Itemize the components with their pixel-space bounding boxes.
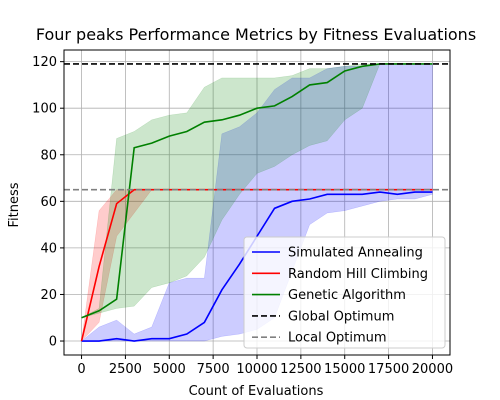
x-tick-label-5: 12500 [280, 362, 321, 377]
legend-label-0: Simulated Annealing [288, 246, 423, 261]
y-tick-label-4: 80 [40, 148, 57, 163]
x-tick-label-0: 0 [77, 362, 85, 377]
y-axis-label: Fitness [7, 182, 22, 227]
plot-area: 0 2500 5000 7500 10000 12500 15000 17500 20000 0 2… [32, 49, 453, 377]
legend-box [243, 236, 446, 349]
y-tick-label-3: 60 [40, 195, 57, 210]
x-tick-label-3: 7500 [197, 362, 230, 377]
y-tick-label-0: 0 [49, 335, 57, 350]
series-line-0 [81, 191, 433, 342]
band-0 [80, 63, 433, 342]
y-tick-label-1: 20 [40, 288, 57, 303]
legend-label-4: Local Optimum [288, 331, 387, 346]
legend: Simulated Annealing Random Hill Climbing G… [243, 236, 446, 349]
legend-label-1: Random Hill Climbing [288, 267, 428, 282]
y-tick-label-6: 120 [32, 55, 57, 70]
band-2 [81, 63, 433, 318]
x-tick-label-2: 5000 [153, 362, 186, 377]
legend-label-2: Genetic Algorithm [288, 288, 406, 303]
x-tick-label-8: 20000 [412, 362, 453, 377]
legend-label-3: Global Optimum [288, 309, 394, 324]
x-tick-label-1: 2500 [109, 362, 142, 377]
x-tick-label-4: 10000 [236, 362, 277, 377]
x-axis-label: Count of Evaluations [189, 384, 324, 399]
y-tick-label-5: 100 [32, 102, 57, 117]
x-tick-label-7: 17500 [368, 362, 409, 377]
chart-title: Four peaks Performance Metrics by Fitnes… [36, 25, 476, 44]
y-tick-label-2: 40 [40, 241, 57, 256]
x-tick-label-6: 15000 [324, 362, 365, 377]
